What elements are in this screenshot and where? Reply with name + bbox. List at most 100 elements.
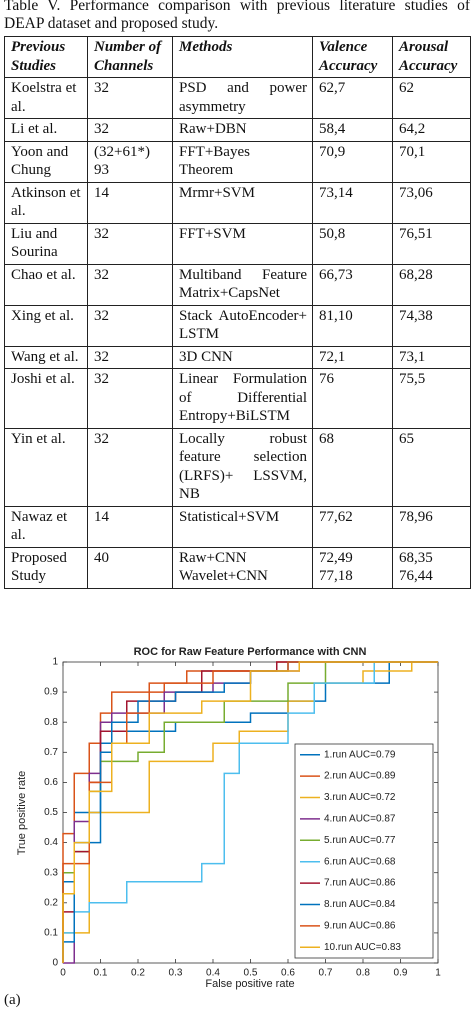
- header-cell: Previous Studies: [4, 36, 88, 78]
- table-cell: 70,9: [312, 140, 393, 183]
- table-cell: Wang et al.: [4, 345, 88, 369]
- table-cell: 32: [87, 118, 173, 142]
- table-cell: 73,06: [392, 181, 471, 224]
- y-tick-label: 0.5: [44, 807, 58, 818]
- table-cell: Raw+DBN: [172, 118, 313, 142]
- table-cell: Xing et al.: [4, 304, 88, 347]
- table-cell: 76,51: [392, 222, 471, 265]
- table-cell: 72,49 77,18: [312, 546, 393, 589]
- table-cell: 65: [392, 427, 471, 507]
- table-cell: 58,4: [312, 118, 393, 142]
- table-row: Nawaz et al. 14 Statistical+SVM 77,62 78,96: [4, 505, 471, 548]
- header-row: Previous Studies Number of Channels Method…: [4, 36, 471, 78]
- table-cell: Stack AutoEncoder+ LSTM: [172, 304, 313, 347]
- header-cell: Arousal Accuracy: [392, 36, 471, 78]
- table-row: Xing et al. 32 Stack AutoEncoder+ LSTM 81,1…: [4, 304, 471, 347]
- y-tick-label: 0.8: [44, 717, 58, 728]
- x-tick-label: 0.4: [206, 968, 220, 979]
- table-caption: Table V. Performance comparison with pre…: [4, 0, 470, 32]
- table-cell: FFT+Bayes Theorem: [172, 140, 313, 183]
- table-cell: 68: [312, 427, 393, 507]
- x-axis-label: False positive rate: [205, 978, 294, 990]
- table-row: Yoon and Chung (32+61*) 93 FFT+Bayes Theor…: [4, 140, 471, 183]
- legend-label: 3.run AUC=0.72: [324, 792, 396, 803]
- figure-label: (a): [4, 992, 21, 1008]
- table-cell: Yoon and Chung: [4, 140, 88, 183]
- table-cell: 68,35 76,44: [392, 546, 471, 589]
- x-tick-label: 0.8: [356, 968, 370, 979]
- table-cell: Proposed Study: [4, 546, 88, 589]
- table-cell: Li et al.: [4, 118, 88, 142]
- y-tick-label: 0.3: [44, 867, 58, 878]
- table-cell: 66,73: [312, 263, 393, 306]
- legend-label: 8.run AUC=0.84: [324, 899, 396, 910]
- header-cell: Valence Accuracy: [312, 36, 393, 78]
- table-row: Yin et al. 32 Locally robust feature selec…: [4, 427, 471, 507]
- cell-line: 76,44: [399, 568, 433, 584]
- x-tick-label: 0.1: [94, 968, 108, 979]
- x-tick-label: 0.7: [319, 968, 333, 979]
- header-cell: Methods: [172, 36, 313, 78]
- cell-line: Wavelet+CNN: [179, 568, 268, 584]
- table-cell: 77,62: [312, 505, 393, 548]
- table-row: Wang et al. 32 3D CNN 72,1 73,1: [4, 345, 471, 369]
- legend-label: 9.run AUC=0.86: [324, 921, 396, 932]
- y-tick-label: 0.6: [44, 777, 58, 788]
- table-cell: (32+61*) 93: [87, 140, 173, 183]
- table-cell: 76: [312, 368, 393, 429]
- roc-chart: ROC for Raw Feature Performance with CNN…: [16, 646, 441, 990]
- y-tick-label: 0.7: [44, 747, 58, 758]
- table-cell: Multiband Feature Matrix+CapsNet: [172, 263, 313, 306]
- roc-curve: [62, 661, 438, 963]
- table-cell: Koelstra et al.: [4, 77, 88, 119]
- table-cell: 72,1: [312, 345, 393, 369]
- y-tick-label: 0: [52, 958, 58, 969]
- table-body: Koelstra et al. 32 PSD and power asymmetry…: [4, 77, 471, 589]
- table-row: Proposed Study 40 Raw+CNN Wavelet+CNN 72,49 7…: [4, 546, 471, 589]
- table-row: Joshi et al. 32 Linear Formulation of Diff…: [4, 368, 471, 429]
- table-cell: 64,2: [392, 118, 471, 142]
- legend-label: 7.run AUC=0.86: [324, 878, 396, 889]
- table-cell: 14: [87, 505, 173, 548]
- legend-label: 4.run AUC=0.87: [324, 814, 396, 825]
- table-cell: Statistical+SVM: [172, 505, 313, 548]
- x-tick-label: 0.3: [169, 968, 183, 979]
- legend-label: 2.run AUC=0.89: [324, 771, 396, 782]
- y-tick-label: 0.2: [44, 897, 58, 908]
- table-cell: 32: [87, 263, 173, 306]
- table-cell: 78,96: [392, 505, 471, 548]
- y-tick-label: 0.4: [44, 837, 58, 848]
- table-cell: 81,10: [312, 304, 393, 347]
- table-row: Li et al. 32 Raw+DBN 58,4 64,2: [4, 118, 471, 142]
- table-cell: Yin et al.: [4, 427, 88, 507]
- table-cell: Joshi et al.: [4, 368, 88, 429]
- table-row: Atkinson et al. 14 Mrmr+SVM 73,14 73,06: [4, 181, 471, 224]
- table-cell: Chao et al.: [4, 263, 88, 306]
- table-row: Koelstra et al. 32 PSD and power asymmetry…: [4, 77, 471, 119]
- header-cell: Number of Channels: [87, 36, 173, 78]
- x-tick-label: 0.9: [394, 968, 408, 979]
- table-cell: 14: [87, 181, 173, 224]
- table-cell: 32: [87, 222, 173, 265]
- legend-label: 6.run AUC=0.68: [324, 856, 396, 867]
- table-cell: 73,1: [392, 345, 471, 369]
- x-tick-label: 0.2: [131, 968, 145, 979]
- chart-title: ROC for Raw Feature Performance with CNN: [134, 646, 367, 658]
- x-tick-label: 1: [435, 968, 441, 979]
- legend-label: 5.run AUC=0.77: [324, 835, 396, 846]
- table-cell: 50,8: [312, 222, 393, 265]
- table-cell: Liu and Sourina: [4, 222, 88, 265]
- table-cell: 32: [87, 345, 173, 369]
- table-cell: PSD and power asymmetry: [172, 77, 313, 119]
- table-cell: 73,14: [312, 181, 393, 224]
- table-cell: 40: [87, 546, 173, 589]
- table-cell: 32: [87, 77, 173, 119]
- cell-line: Raw+CNN: [179, 549, 247, 566]
- table-cell: 32: [87, 368, 173, 429]
- y-tick-label: 0.9: [44, 687, 58, 698]
- table-cell: Linear Formulation of Differential Entro…: [172, 368, 313, 429]
- table-cell: 68,28: [392, 263, 471, 306]
- table-cell: 75,5: [392, 368, 471, 429]
- x-tick-label: 0.6: [281, 968, 295, 979]
- x-tick-label: 0.5: [244, 968, 258, 979]
